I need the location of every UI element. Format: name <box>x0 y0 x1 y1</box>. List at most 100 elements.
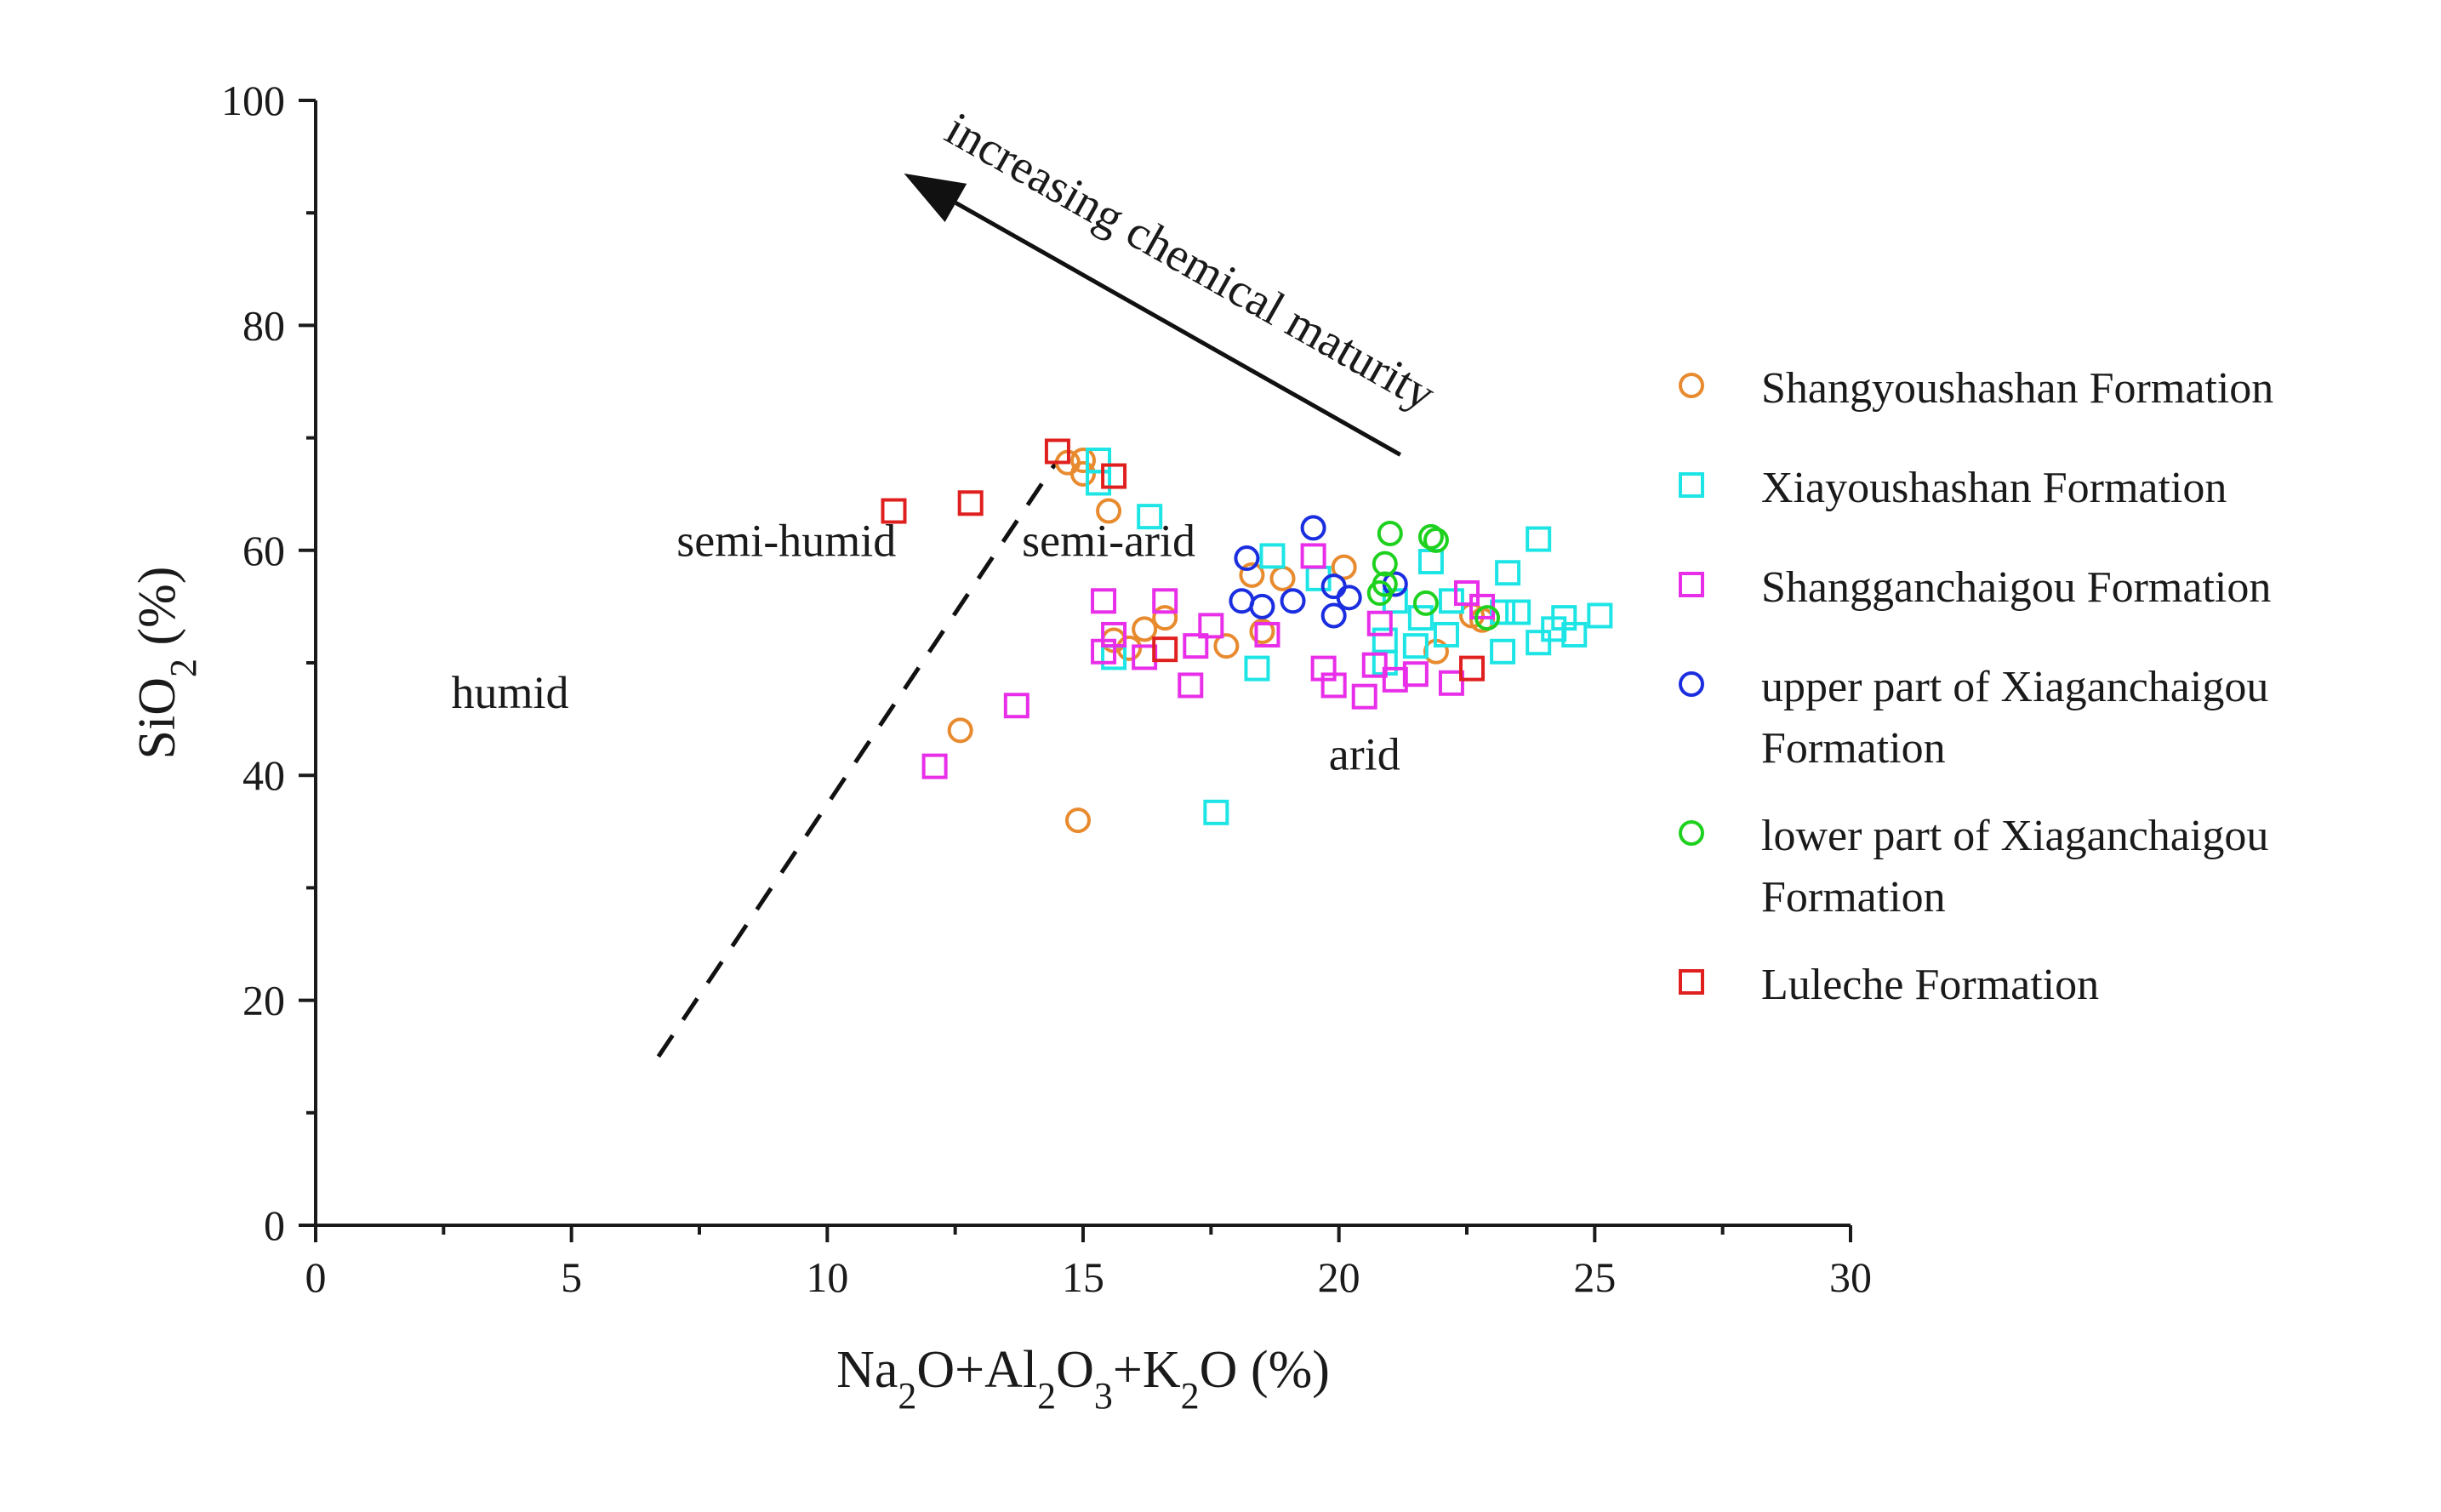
series-upper-part-of-xiaganchaigou-formation <box>1229 515 1408 629</box>
data-point-luleche-formation <box>1152 636 1178 663</box>
legend-marker-xiayoushashan-formation <box>1679 472 1704 498</box>
series-lower-part-of-xiaganchaigou-formation <box>1366 520 1501 631</box>
data-point-xiayoushashan-formation <box>1417 549 1444 575</box>
data-point-shangyoushashan-formation <box>1331 554 1357 580</box>
data-point-xiayoushashan-formation <box>1244 655 1270 682</box>
legend-entry-shangyoushashan-formation: Shangyoushashan Formation <box>1679 364 2273 413</box>
x-tick-label: 15 <box>1062 1253 1104 1301</box>
legend-label-upper-part-of-xiaganchaigou-formation: upper part of Xiaganchaigou Formation <box>1761 663 2268 773</box>
series-shangganchaigou-formation <box>921 543 1496 779</box>
series-luleche-formation <box>881 438 1486 682</box>
data-point-shangganchaigou-formation <box>1091 588 1117 614</box>
data-point-upper-part-of-xiaganchaigou-formation <box>1280 588 1306 614</box>
data-point-shangyoushashan-formation <box>1096 498 1122 524</box>
data-point-shangyoushashan-formation <box>1070 460 1096 487</box>
data-point-xiayoushashan-formation <box>1407 605 1434 631</box>
x-tick-label: 0 <box>305 1253 327 1301</box>
x-axis-title: Na2O+Al2O3+K2O (%) <box>836 1341 1330 1417</box>
legend-label-shangyoushashan-formation: Shangyoushashan Formation <box>1761 364 2273 413</box>
legend-label-luleche-formation: Luleche Formation <box>1761 961 2099 1009</box>
data-point-luleche-formation <box>1459 655 1486 682</box>
data-point-shangganchaigou-formation <box>1183 633 1209 659</box>
data-point-xiayoushashan-formation <box>1433 621 1459 648</box>
legend-label-xiayoushashan-formation: Xiayoushashan Formation <box>1761 464 2227 512</box>
legend-entry-shangganchaigou-formation: Shangganchaigou Formation <box>1679 563 2271 612</box>
data-point-shangyoushashan-formation <box>1249 618 1275 644</box>
legend-entry-upper-part-of-xiaganchaigou-formation: upper part of Xiaganchaigou Formation <box>1679 663 2268 773</box>
data-point-xiayoushashan-formation <box>1587 602 1613 629</box>
data-point-lower-part-of-xiaganchaigou-formation <box>1412 590 1439 616</box>
trend-arrow-label: increasing chemical maturity <box>937 102 1444 420</box>
x-ticks: 0 5 10 15 20 25 30 <box>305 1225 1872 1301</box>
data-point-shangganchaigou-formation <box>1320 672 1347 699</box>
data-points <box>881 438 1613 834</box>
x-tick-label: 5 <box>561 1253 582 1301</box>
trend-arrow: increasing chemical maturity <box>904 102 1444 457</box>
y-tick-label: 40 <box>242 751 285 799</box>
data-point-luleche-formation <box>881 498 907 524</box>
x-tick-label: 30 <box>1829 1253 1872 1301</box>
data-point-shangganchaigou-formation <box>1003 693 1029 719</box>
x-tick-label: 20 <box>1318 1253 1360 1301</box>
data-point-xiayoushashan-formation <box>1526 630 1552 656</box>
legend-entry-luleche-formation: Luleche Formation <box>1679 961 2099 1009</box>
data-point-xiayoushashan-formation <box>1372 627 1398 653</box>
y-tick-label: 60 <box>242 527 285 574</box>
y-ticks: 0 20 40 60 80 100 <box>221 77 316 1249</box>
data-point-shangyoushashan-formation <box>1152 605 1178 631</box>
data-point-upper-part-of-xiaganchaigou-formation <box>1249 593 1275 619</box>
data-point-lower-part-of-xiaganchaigou-formation <box>1377 520 1403 546</box>
data-point-lower-part-of-xiaganchaigou-formation <box>1417 523 1444 550</box>
y-tick-label: 20 <box>242 977 285 1024</box>
series-shangyoushashan-formation <box>947 448 1496 834</box>
data-point-shangyoushashan-formation <box>1132 616 1158 642</box>
data-point-shangyoushashan-formation <box>947 717 973 744</box>
data-point-shangyoushashan-formation <box>1213 633 1240 659</box>
y-axis-title: SiO2 (%) <box>128 567 204 760</box>
data-point-xiayoushashan-formation <box>1561 621 1588 648</box>
data-point-luleche-formation <box>957 490 984 516</box>
data-point-lower-part-of-xiaganchaigou-formation <box>1366 580 1393 607</box>
x-tick-label: 25 <box>1573 1253 1616 1301</box>
legend-marker-lower-part-of-xiaganchaigou-formation <box>1679 820 1704 846</box>
data-point-xiayoushashan-formation <box>1505 599 1531 625</box>
data-point-shangganchaigou-formation <box>1402 661 1429 688</box>
data-point-shangganchaigou-formation <box>1454 580 1480 607</box>
data-point-shangganchaigou-formation <box>1254 621 1280 648</box>
data-point-shangganchaigou-formation <box>1366 610 1393 636</box>
region-label-humid: humid <box>451 667 568 718</box>
data-point-shangyoushashan-formation <box>1070 448 1096 474</box>
data-point-xiayoushashan-formation <box>1259 543 1286 569</box>
data-point-upper-part-of-xiaganchaigou-formation <box>1320 602 1347 629</box>
data-point-upper-part-of-xiaganchaigou-formation <box>1234 545 1260 572</box>
data-point-xiayoushashan-formation <box>1402 633 1429 659</box>
legend: Shangyoushashan Formation Xiayoushashan F… <box>1679 364 2273 1009</box>
legend-marker-upper-part-of-xiaganchaigou-formation <box>1679 671 1704 697</box>
data-point-shangganchaigou-formation <box>1351 683 1377 710</box>
data-point-upper-part-of-xiaganchaigou-formation <box>1336 585 1362 611</box>
data-point-shangganchaigou-formation <box>1361 652 1388 678</box>
boundary-dashed-line <box>656 459 1060 1058</box>
data-point-shangganchaigou-formation <box>1152 588 1178 614</box>
x-tick-label: 10 <box>806 1253 848 1301</box>
data-point-xiayoushashan-formation <box>1137 504 1163 530</box>
data-point-shangganchaigou-formation <box>1198 613 1224 639</box>
legend-marker-shangyoushashan-formation <box>1679 373 1704 398</box>
legend-entry-lower-part-of-xiaganchaigou-formation: lower part of Xiaganchaigou Formation <box>1679 812 2268 921</box>
legend-marker-luleche-formation <box>1679 969 1704 995</box>
legend-label-shangganchaigou-formation: Shangganchaigou Formation <box>1761 563 2271 612</box>
legend-label-lower-part-of-xiaganchaigou-formation: lower part of Xiaganchaigou Formation <box>1761 812 2268 921</box>
data-point-lower-part-of-xiaganchaigou-formation <box>1474 605 1501 631</box>
data-point-shangganchaigou-formation <box>1178 672 1204 699</box>
data-point-xiayoushashan-formation <box>1526 526 1552 552</box>
boundary <box>656 459 1060 1058</box>
data-point-shangyoushashan-formation <box>1239 562 1265 588</box>
data-point-xiayoushashan-formation <box>1490 638 1516 665</box>
y-tick-label: 100 <box>221 77 285 124</box>
data-point-upper-part-of-xiaganchaigou-formation <box>1300 515 1326 541</box>
data-point-shangyoushashan-formation <box>1116 635 1143 661</box>
region-label-arid: arid <box>1329 729 1400 780</box>
